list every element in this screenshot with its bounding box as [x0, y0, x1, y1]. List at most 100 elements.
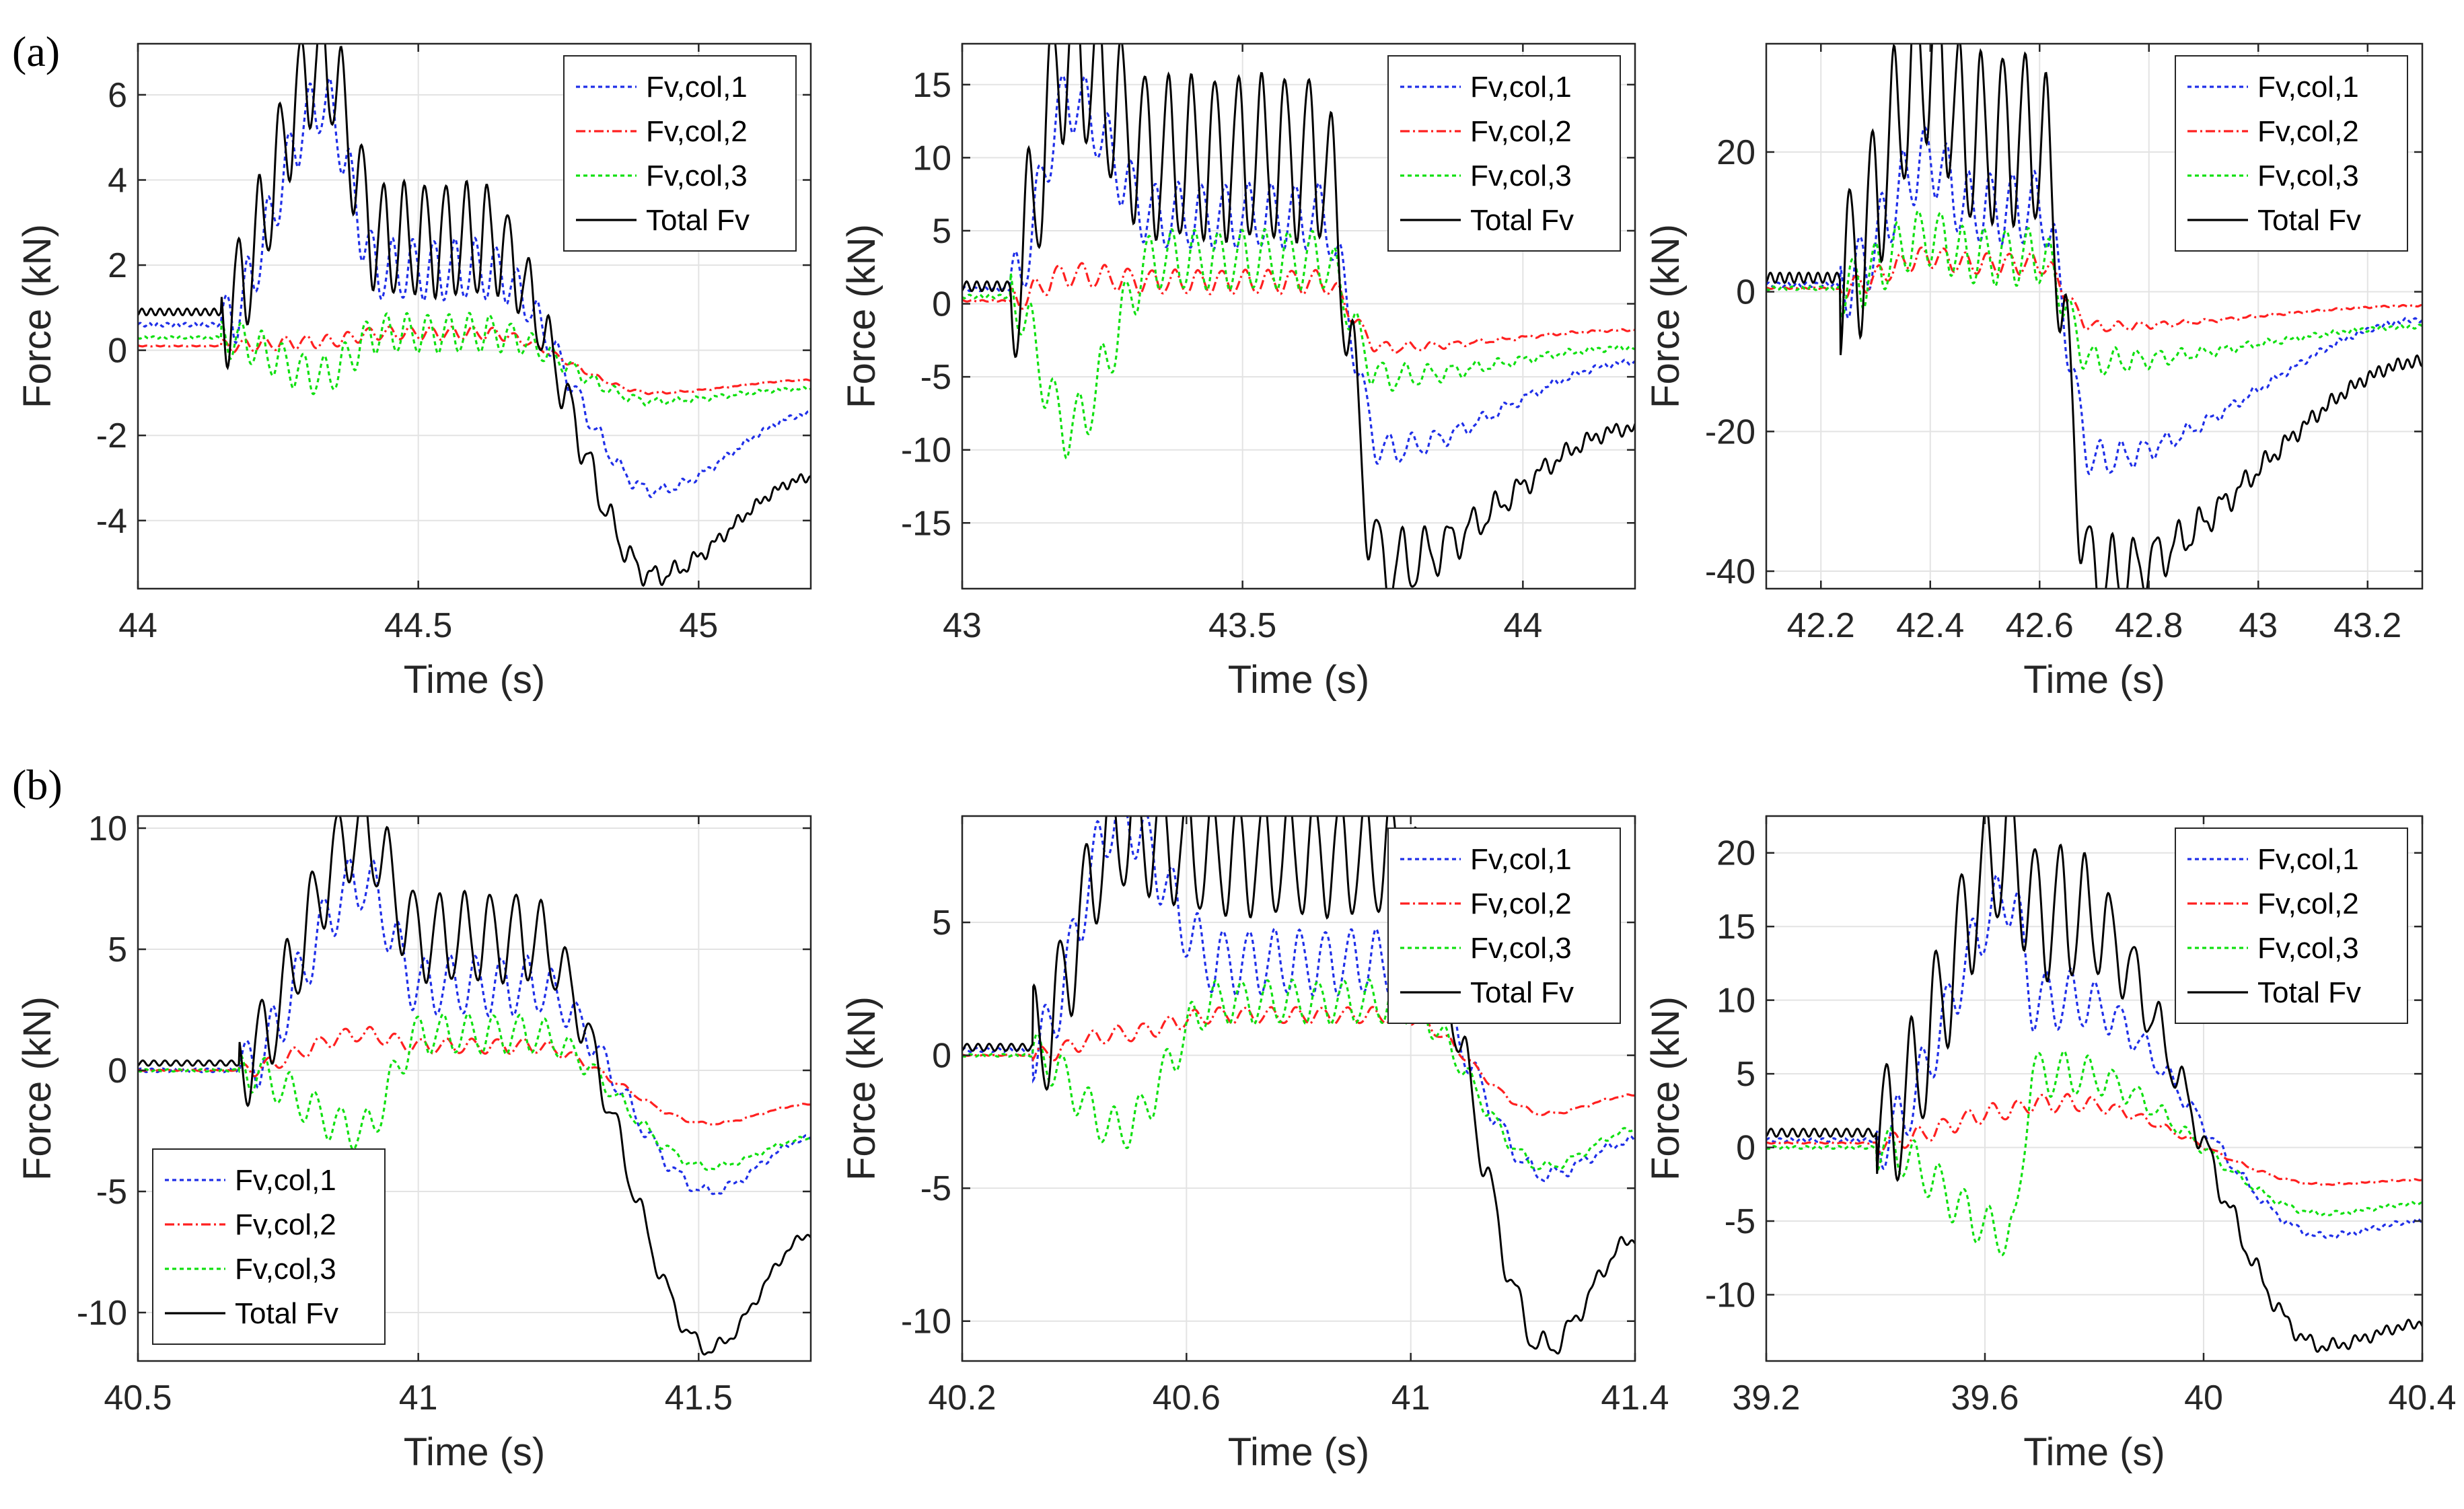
- y-tick-label: 0: [932, 1037, 951, 1076]
- y-tick-label: 5: [932, 212, 951, 251]
- legend: Fv,col,1 Fv,col,2 Fv,col,3 Total Fv: [563, 55, 797, 252]
- legend-label: Fv,col,2: [1470, 887, 1572, 920]
- chart-panel-1: 44 44.5 45 -4 -2 0 2 4 6 Time (s) Force (kN) Fv,col…: [15, 42, 812, 702]
- x-tick-label: 42.8: [2115, 606, 2183, 645]
- x-tick-label: 40.4: [2388, 1378, 2456, 1418]
- y-tick-label: -10: [1705, 1276, 1755, 1315]
- legend-label: Fv,col,1: [1470, 843, 1572, 876]
- y-tick-label: -5: [1725, 1202, 1755, 1241]
- y-tick-label: 0: [932, 285, 951, 324]
- x-tick-label: 43.2: [2333, 606, 2401, 645]
- y-tick-label: 10: [88, 809, 127, 848]
- x-tick-label: 40.6: [1153, 1378, 1221, 1418]
- y-tick-label: -5: [920, 1169, 951, 1208]
- legend: Fv,col,1 Fv,col,2 Fv,col,3 Total Fv: [1387, 827, 1621, 1024]
- y-tick-label: -5: [920, 358, 951, 397]
- x-axis-label: Time (s): [404, 1430, 545, 1474]
- x-tick-label: 44: [118, 606, 157, 645]
- y-tick-label: -20: [1705, 412, 1755, 451]
- legend-box: [1387, 827, 1621, 1024]
- legend-label: Fv,col,1: [235, 1164, 336, 1197]
- y-axis-label: Force (kN): [15, 224, 59, 408]
- x-tick-label: 43: [2239, 606, 2278, 645]
- legend: Fv,col,1 Fv,col,2 Fv,col,3 Total Fv: [1387, 55, 1621, 252]
- legend-label: Total Fv: [646, 204, 750, 237]
- legend-label: Fv,col,2: [1470, 115, 1572, 148]
- legend-label: Fv,col,1: [2257, 71, 2359, 104]
- x-tick-label: 45: [679, 606, 718, 645]
- chart-panel-4: 40.5 41 41.5 -10 -5 0 5 10 Time (s) Force (kN) Fv,…: [15, 809, 812, 1474]
- y-tick-label: 5: [1736, 1055, 1755, 1094]
- y-tick-label: 0: [108, 1052, 127, 1091]
- x-axis-label: Time (s): [1228, 1430, 1369, 1474]
- series-line-total-fv: [138, 816, 811, 1356]
- legend-label: Total Fv: [1470, 976, 1574, 1009]
- x-tick-label: 40.2: [928, 1378, 996, 1418]
- y-tick-label: 5: [932, 904, 951, 943]
- y-tick-label: 5: [108, 930, 127, 969]
- y-tick-label: 10: [912, 139, 951, 178]
- legend-box: [563, 55, 797, 252]
- series-line-fv-col-2: [1766, 246, 2422, 332]
- legend-label: Total Fv: [1470, 204, 1574, 237]
- legend-box: [152, 1148, 386, 1345]
- legend-label: Fv,col,2: [2257, 887, 2359, 920]
- y-tick-label: -40: [1705, 552, 1755, 591]
- y-tick-label: 6: [108, 76, 127, 115]
- y-tick-label: -10: [77, 1294, 127, 1333]
- legend-label: Fv,col,2: [235, 1208, 336, 1241]
- legend-box: [1387, 55, 1621, 252]
- x-tick-label: 41.5: [665, 1378, 733, 1418]
- series-line-total-fv: [1766, 44, 2422, 589]
- series-line-total-fv: [1766, 816, 2422, 1353]
- y-tick-label: 0: [1736, 273, 1755, 312]
- chart-panel-6: 39.2 39.6 40 40.4 -10 -5 0 5 10 15 20 Time (s) Force…: [1644, 815, 2457, 1474]
- y-tick-label: -10: [901, 431, 951, 470]
- x-axis-label: Time (s): [2023, 1430, 2165, 1474]
- chart-panel-5: 40.2 40.6 41 41.4 -10 -5 0 5 Time (s) Force (kN) F…: [840, 815, 1669, 1474]
- legend: Fv,col,1 Fv,col,2 Fv,col,3 Total Fv: [152, 1148, 386, 1345]
- legend-label: Fv,col,1: [2257, 843, 2359, 876]
- x-tick-label: 43.5: [1208, 606, 1276, 645]
- legend-box: [2175, 827, 2408, 1024]
- series-line-fv-col-2: [962, 262, 1635, 354]
- axes-box: [1765, 42, 2424, 590]
- series-line-fv-col-1: [962, 816, 1635, 1183]
- series-line-fv-col-3: [1766, 1050, 2422, 1257]
- legend-label: Fv,col,3: [1470, 932, 1572, 965]
- legend: Fv,col,1 Fv,col,2 Fv,col,3 Total Fv: [2175, 827, 2408, 1024]
- chart-panel-2: 43 43.5 44 -15 -10 -5 0 5 10 15 Time (s) Force (kN)…: [840, 42, 1636, 702]
- series-line-fv-col-3: [962, 978, 1635, 1171]
- legend-label: Fv,col,3: [2257, 932, 2359, 965]
- x-tick-label: 43: [943, 606, 982, 645]
- x-tick-label: 42.4: [1896, 606, 1964, 645]
- x-axis-label: Time (s): [404, 658, 545, 702]
- x-tick-label: 40: [2184, 1378, 2223, 1418]
- y-tick-label: 10: [1716, 982, 1755, 1021]
- y-axis-label: Force (kN): [1644, 224, 1688, 408]
- y-axis-label: Force (kN): [840, 996, 883, 1181]
- legend-label: Fv,col,1: [1470, 71, 1572, 104]
- x-tick-label: 41: [1391, 1378, 1430, 1418]
- y-tick-label: -2: [96, 416, 127, 455]
- y-tick-label: 4: [108, 161, 127, 200]
- axes-box: [137, 42, 812, 590]
- y-tick-label: 2: [108, 246, 127, 285]
- x-tick-label: 39.6: [1951, 1378, 2019, 1418]
- legend-label: Fv,col,1: [646, 71, 748, 104]
- series-line-fv-col-3: [138, 311, 811, 407]
- legend-label: Fv,col,3: [646, 159, 748, 192]
- series-line-fv-col-1: [962, 74, 1635, 465]
- series-line-total-fv: [138, 44, 811, 587]
- x-tick-label: 44.5: [384, 606, 452, 645]
- axes-box: [961, 42, 1636, 590]
- legend-box: [2175, 55, 2408, 252]
- legend-label: Total Fv: [2257, 204, 2361, 237]
- y-tick-label: -5: [96, 1173, 127, 1212]
- legend-label: Fv,col,3: [1470, 159, 1572, 192]
- series-line-fv-col-1: [138, 857, 811, 1195]
- row-label-a: (a): [12, 28, 60, 75]
- series-line-fv-col-1: [138, 76, 811, 499]
- y-tick-label: 20: [1716, 133, 1755, 172]
